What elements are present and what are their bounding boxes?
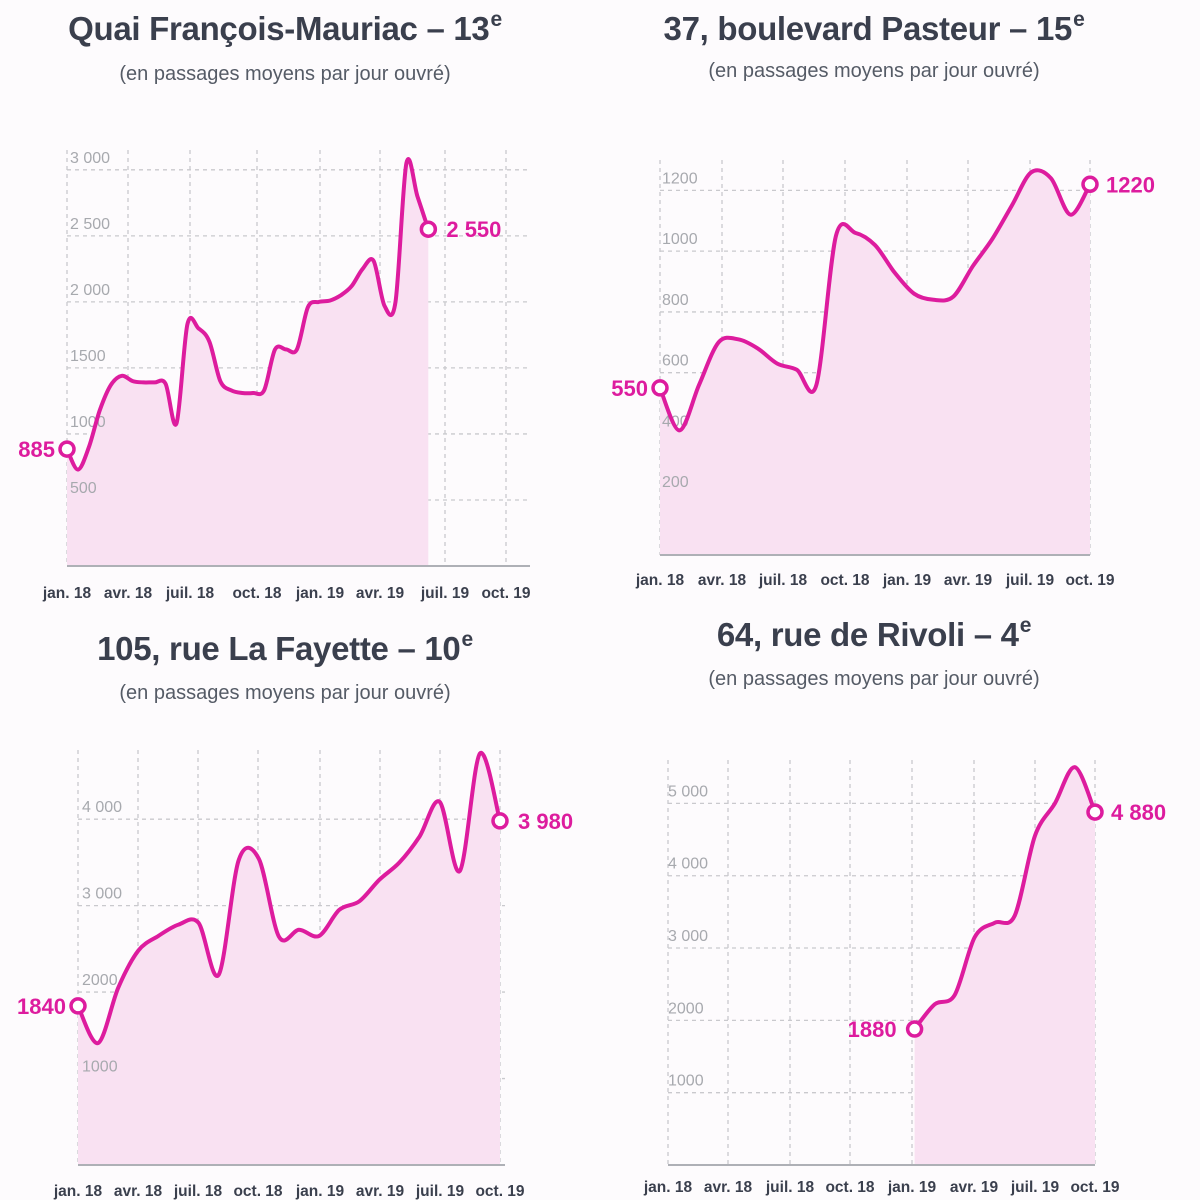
x-tick-label: juil. 19 xyxy=(420,585,470,602)
y-tick-label: 1000 xyxy=(70,414,106,431)
x-tick-label: jan. 19 xyxy=(295,1183,345,1200)
chart-title: 64, rue de Rivoli – 4e xyxy=(716,614,1032,653)
series-area xyxy=(67,159,429,566)
x-tick-label: juil. 18 xyxy=(165,585,215,602)
x-tick-label: jan. 18 xyxy=(42,585,92,602)
series-start-label: 1880 xyxy=(848,1017,897,1042)
y-tick-label: 800 xyxy=(662,292,689,309)
x-tick-label: oct. 18 xyxy=(820,572,869,589)
y-tick-label: 600 xyxy=(662,353,689,370)
y-tick-label: 4 000 xyxy=(668,856,708,873)
y-tick-label: 1500 xyxy=(70,348,106,365)
chart-rue-de-rivoli: 5 000 4 000 3 000 2000 1000 1880 4 880 jan. 18 a… xyxy=(643,760,1166,1196)
series-area xyxy=(78,752,500,1165)
series-line xyxy=(76,751,502,1046)
x-tick-label: juil. 19 xyxy=(1005,572,1055,589)
series-end-point xyxy=(491,812,509,830)
x-tick-label: avr. 18 xyxy=(114,1183,163,1200)
series-start-label: 885 xyxy=(18,437,55,462)
x-tick-label: juil. 18 xyxy=(173,1183,223,1200)
y-tick-label: 200 xyxy=(662,474,689,491)
series-start-label: 1840 xyxy=(17,994,66,1019)
y-tick-label: 2 000 xyxy=(70,282,110,299)
x-tick-label: avr. 18 xyxy=(104,585,153,602)
chart-subtitle: (en passages moyens par jour ouvré) xyxy=(119,63,451,85)
x-tick-label: juil. 19 xyxy=(415,1183,465,1200)
x-tick-label: juil. 19 xyxy=(1010,1179,1060,1196)
chart-quai-francois-mauriac: 3 000 2 500 2 000 1500 1000 500 885 2 550 jan. 1… xyxy=(18,150,531,602)
x-tick-label: oct. 18 xyxy=(233,1183,282,1200)
chart-panel-quai-francois-mauriac: Quai François-Mauriac – 13e (en passages… xyxy=(0,0,600,602)
y-tick-label: 1200 xyxy=(662,170,698,187)
chart-title: 37, boulevard Pasteur – 15e xyxy=(663,8,1085,47)
x-tick-label: jan. 18 xyxy=(643,1179,693,1196)
x-tick-label: juil. 18 xyxy=(765,1179,815,1196)
series-start-point xyxy=(58,440,76,458)
x-tick-label: avr. 18 xyxy=(704,1179,753,1196)
series-end-label: 3 980 xyxy=(518,809,573,834)
series-line xyxy=(658,168,1092,433)
x-tick-label: jan. 19 xyxy=(882,572,932,589)
x-tick-label: jan. 19 xyxy=(887,1179,937,1196)
x-tick-label: jan. 18 xyxy=(53,1183,103,1200)
x-tick-label: avr. 19 xyxy=(356,1183,405,1200)
y-tick-label: 3 000 xyxy=(70,150,110,167)
chart-rue-la-fayette: 4 000 3 000 2000 1000 1840 3 980 jan. 18 avr. 1… xyxy=(17,750,573,1200)
y-tick-label: 500 xyxy=(70,480,97,497)
chart-subtitle: (en passages moyens par jour ouvré) xyxy=(119,682,451,704)
y-tick-label: 1000 xyxy=(82,1059,118,1076)
series-line xyxy=(912,765,1097,1031)
y-tick-label: 2000 xyxy=(668,1000,704,1017)
x-tick-label: oct. 19 xyxy=(481,585,530,602)
series-area xyxy=(914,767,1095,1165)
y-tick-label: 2000 xyxy=(82,972,118,989)
x-tick-label: oct. 18 xyxy=(232,585,281,602)
y-tick-label: 2 500 xyxy=(70,216,110,233)
chart-panel-rue-de-rivoli: 64, rue de Rivoli – 4e (en passages moye… xyxy=(600,600,1200,1200)
series-line xyxy=(65,157,431,472)
chart-panel-boulevard-pasteur: 37, boulevard Pasteur – 15e (en passages… xyxy=(600,0,1200,600)
y-tick-label: 5 000 xyxy=(668,783,708,800)
series-start-point xyxy=(69,997,87,1015)
chart-subtitle: (en passages moyens par jour ouvré) xyxy=(708,668,1040,690)
x-tick-label: oct. 19 xyxy=(1070,1179,1119,1196)
y-tick-label: 1000 xyxy=(668,1073,704,1090)
y-tick-label: 3 000 xyxy=(82,886,122,903)
y-tick-label: 3 000 xyxy=(668,928,708,945)
series-start-label: 550 xyxy=(611,376,648,401)
chart-panel-rue-la-fayette: 105, rue La Fayette – 10e (en passages m… xyxy=(0,600,600,1200)
series-start-point xyxy=(905,1020,924,1038)
y-tick-label: 4 000 xyxy=(82,799,122,816)
series-end-label: 4 880 xyxy=(1111,800,1166,825)
y-tick-label: 1000 xyxy=(662,231,698,248)
x-tick-label: oct. 18 xyxy=(825,1179,874,1196)
series-end-point xyxy=(1086,803,1104,821)
x-tick-label: avr. 19 xyxy=(950,1179,999,1196)
x-tick-label: juil. 18 xyxy=(758,572,808,589)
series-end-point xyxy=(419,220,438,238)
series-start-point xyxy=(651,379,669,397)
x-tick-label: avr. 19 xyxy=(356,585,405,602)
chart-title: 105, rue La Fayette – 10e xyxy=(97,628,473,667)
chart-subtitle: (en passages moyens par jour ouvré) xyxy=(708,60,1040,82)
series-area xyxy=(660,170,1090,556)
x-tick-label: jan. 19 xyxy=(295,585,345,602)
x-tick-label: avr. 19 xyxy=(944,572,993,589)
series-end-point xyxy=(1081,175,1099,194)
x-tick-label: oct. 19 xyxy=(1065,572,1114,589)
chart-title: Quai François-Mauriac – 13e xyxy=(68,8,502,47)
x-tick-label: avr. 18 xyxy=(698,572,747,589)
x-tick-label: jan. 18 xyxy=(635,572,685,589)
series-end-label: 2 550 xyxy=(446,217,501,242)
series-end-label: 1220 xyxy=(1106,172,1155,197)
x-tick-label: oct. 19 xyxy=(475,1183,524,1200)
